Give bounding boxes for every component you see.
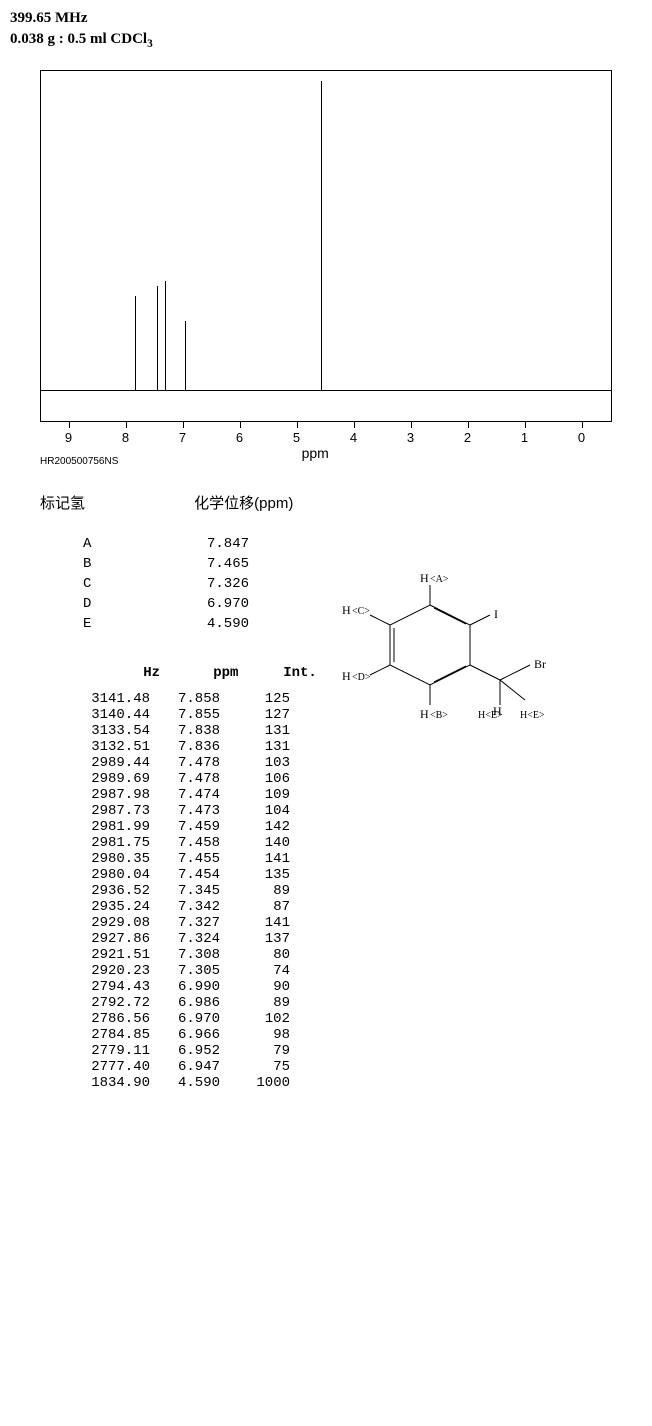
label-Ha: H	[420, 571, 429, 585]
tick	[297, 422, 298, 428]
peak-row: 2980.047.454135	[60, 867, 642, 883]
label-left: 标记氢	[40, 492, 190, 513]
label-Hb: H	[420, 707, 429, 721]
peak-row: 2929.087.327141	[60, 915, 642, 931]
shift-row: B7.465	[82, 555, 250, 573]
tick	[183, 422, 184, 428]
shift-row: E4.590	[82, 615, 250, 633]
tick-label: 8	[122, 430, 129, 445]
peak-row: 2777.406.94775	[60, 1059, 642, 1075]
peak-row: 2987.737.473104	[60, 803, 642, 819]
peak-row: 2980.357.455141	[60, 851, 642, 867]
peak-row: 2981.997.459142	[60, 819, 642, 835]
tick	[525, 422, 526, 428]
peak-row: 1834.904.5901000	[60, 1075, 642, 1091]
baseline	[41, 390, 611, 391]
label-right: 化学位移(ppm)	[194, 495, 293, 512]
label-Hc: H	[342, 603, 351, 617]
svg-text:<C>: <C>	[352, 606, 370, 617]
peak-row: 2989.447.478103	[60, 755, 642, 771]
x-axis: 9 8 7 6 5 4 3 2 1 0	[40, 422, 610, 452]
tick-label: 0	[578, 430, 585, 445]
label-Br: Br	[534, 657, 546, 671]
tick-label: 2	[464, 430, 471, 445]
sample-sub: 3	[147, 38, 153, 50]
peak-row: 2987.987.474109	[60, 787, 642, 803]
svg-text:<D>: <D>	[352, 672, 371, 683]
col-int: Int.	[247, 665, 317, 681]
shift-row: D6.970	[82, 595, 250, 613]
tick	[240, 422, 241, 428]
tick-label: 4	[350, 430, 357, 445]
tick	[126, 422, 127, 428]
peak-row: 2935.247.34287	[60, 899, 642, 915]
tick-label: 5	[293, 430, 300, 445]
col-ppm: ppm	[168, 665, 238, 681]
peak-row: 3132.517.836131	[60, 739, 642, 755]
tick	[411, 422, 412, 428]
peak-row: 2794.436.99090	[60, 979, 642, 995]
svg-text:<A>: <A>	[430, 574, 449, 585]
tick	[582, 422, 583, 428]
sample-prefix: 0.038 g : 0.5 ml CDCl	[10, 31, 147, 47]
spectrum-plot	[40, 70, 612, 422]
shift-row: A7.847	[82, 535, 250, 553]
label-I: I	[494, 607, 498, 621]
freq-line: 399.65 MHz	[10, 10, 642, 27]
peak-row: 2920.237.30574	[60, 963, 642, 979]
peak-row: 2779.116.95279	[60, 1043, 642, 1059]
peak-row: 2786.566.970102	[60, 1011, 642, 1027]
tick-label: 6	[236, 430, 243, 445]
col-hz: Hz	[70, 665, 160, 681]
peak	[157, 286, 158, 391]
peak	[321, 81, 322, 391]
tick	[354, 422, 355, 428]
shift-table: A7.847 B7.465 C7.326 D6.970 E4.590	[80, 533, 252, 635]
peak	[135, 296, 136, 391]
structure-diagram: H<A> I Br H H<E> H<E> H<B> H<D> H<C>	[330, 570, 580, 740]
peak	[185, 321, 186, 391]
svg-text:<B>: <B>	[430, 710, 448, 721]
peak-row: 2981.757.458140	[60, 835, 642, 851]
peak-table: 3141.487.8581253140.447.8551273133.547.8…	[60, 691, 642, 1091]
tick	[468, 422, 469, 428]
peak-row: 2792.726.98689	[60, 995, 642, 1011]
peak-row: 2784.856.96698	[60, 1027, 642, 1043]
peak	[165, 281, 166, 391]
tick-label: 9	[65, 430, 72, 445]
tick	[69, 422, 70, 428]
peak-row: 2989.697.478106	[60, 771, 642, 787]
peak-row: 2921.517.30880	[60, 947, 642, 963]
tick-label: 1	[521, 430, 528, 445]
tick-label: 7	[179, 430, 186, 445]
sample-line: 0.038 g : 0.5 ml CDCl3	[10, 31, 642, 50]
tick-label: 3	[407, 430, 414, 445]
shift-section-header: 标记氢 化学位移(ppm)	[40, 492, 642, 513]
label-He1: H<E>	[478, 710, 503, 721]
peak-row: 2927.867.324137	[60, 931, 642, 947]
spectrum-code: HR200500756NS	[40, 456, 118, 467]
peak-row: 2936.527.34589	[60, 883, 642, 899]
shift-row: C7.326	[82, 575, 250, 593]
label-He2: H<E>	[520, 710, 545, 721]
label-Hd: H	[342, 669, 351, 683]
